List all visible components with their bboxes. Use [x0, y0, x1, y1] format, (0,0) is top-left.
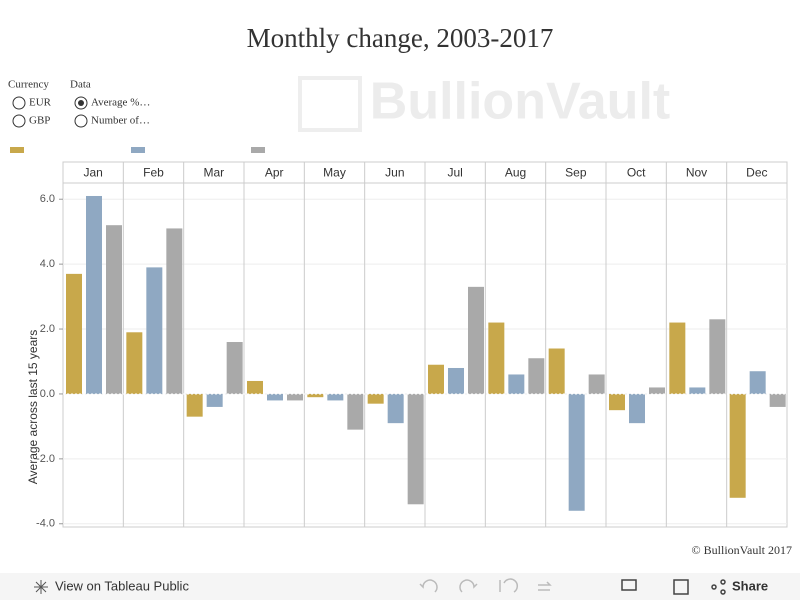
bar — [448, 367, 464, 394]
watermark-logo — [298, 76, 362, 132]
legend-swatch — [10, 147, 24, 153]
radio-label: GBP — [29, 115, 50, 127]
bar — [226, 342, 243, 394]
radio-dot — [78, 100, 84, 106]
x-tick-label: Mar — [203, 166, 224, 180]
toolbar-icons — [419, 578, 552, 593]
bar — [287, 393, 303, 401]
x-tick-label: Aug — [505, 166, 526, 180]
x-tick-label: Dec — [746, 166, 767, 180]
bar — [528, 358, 545, 394]
chart-title: Monthly change, 2003-2017 — [247, 23, 554, 53]
bar — [588, 374, 605, 394]
bar — [468, 286, 484, 394]
y-tick-label: 2.0 — [40, 323, 55, 335]
bar — [649, 387, 665, 394]
x-tick-label: Sep — [565, 166, 587, 180]
control-title: Data — [70, 79, 91, 91]
bar — [508, 374, 525, 394]
radio-button[interactable] — [74, 114, 88, 128]
bar — [347, 393, 364, 430]
bar — [247, 380, 263, 394]
bar — [548, 348, 565, 394]
bar — [729, 393, 746, 498]
legend-swatch — [251, 147, 265, 153]
toolbar — [0, 573, 800, 600]
bar — [126, 332, 143, 394]
bar — [166, 228, 183, 394]
y-tick-label: -2.0 — [36, 453, 55, 465]
radio-label: Number of… — [91, 115, 150, 127]
radio-button[interactable] — [12, 114, 26, 128]
y-tick-label: 4.0 — [40, 258, 55, 270]
bar — [86, 195, 102, 394]
bar — [367, 393, 384, 404]
bar — [327, 393, 344, 401]
bar — [186, 393, 203, 417]
legend-swatch — [131, 147, 145, 153]
bar — [66, 273, 82, 394]
watermark: BullionVault — [370, 73, 670, 131]
x-tick-label: Oct — [627, 166, 646, 180]
y-axis-label: Average across last 15 years — [26, 330, 40, 485]
bar — [709, 319, 726, 394]
bar — [769, 393, 786, 407]
radio-label: EUR — [29, 97, 52, 109]
x-tick-label: Apr — [265, 166, 284, 180]
bar — [407, 393, 424, 505]
bar — [609, 393, 625, 411]
credit: © BullionVault 2017 — [692, 543, 792, 557]
bar — [106, 225, 122, 394]
bar — [568, 393, 585, 511]
toolbar-icons-dark[interactable] — [621, 579, 726, 595]
bar — [146, 267, 163, 394]
bar — [206, 393, 223, 407]
y-tick-label: -4.0 — [36, 518, 55, 530]
bar — [387, 393, 404, 424]
bar — [428, 364, 444, 394]
bar — [488, 322, 505, 394]
radio-label: Average %… — [91, 97, 150, 109]
view-link[interactable]: View on Tableau Public — [55, 578, 189, 593]
control-title: Currency — [8, 79, 49, 91]
share-button[interactable]: Share — [732, 578, 768, 593]
bar — [749, 371, 766, 394]
x-tick-label: Jan — [83, 166, 102, 180]
x-tick-label: Feb — [143, 166, 164, 180]
bar — [669, 322, 686, 394]
x-tick-label: Jun — [385, 166, 404, 180]
x-tick-label: May — [323, 166, 346, 180]
x-tick-label: Jul — [447, 166, 462, 180]
y-tick-label: 6.0 — [40, 193, 55, 205]
bar — [689, 387, 706, 394]
bar — [629, 393, 645, 424]
x-tick-label: Nov — [686, 166, 707, 180]
tableau-icon — [34, 580, 48, 594]
bar — [267, 393, 283, 401]
bar — [307, 393, 324, 398]
radio-button[interactable] — [12, 96, 26, 110]
y-tick-label: 0.0 — [40, 388, 55, 400]
